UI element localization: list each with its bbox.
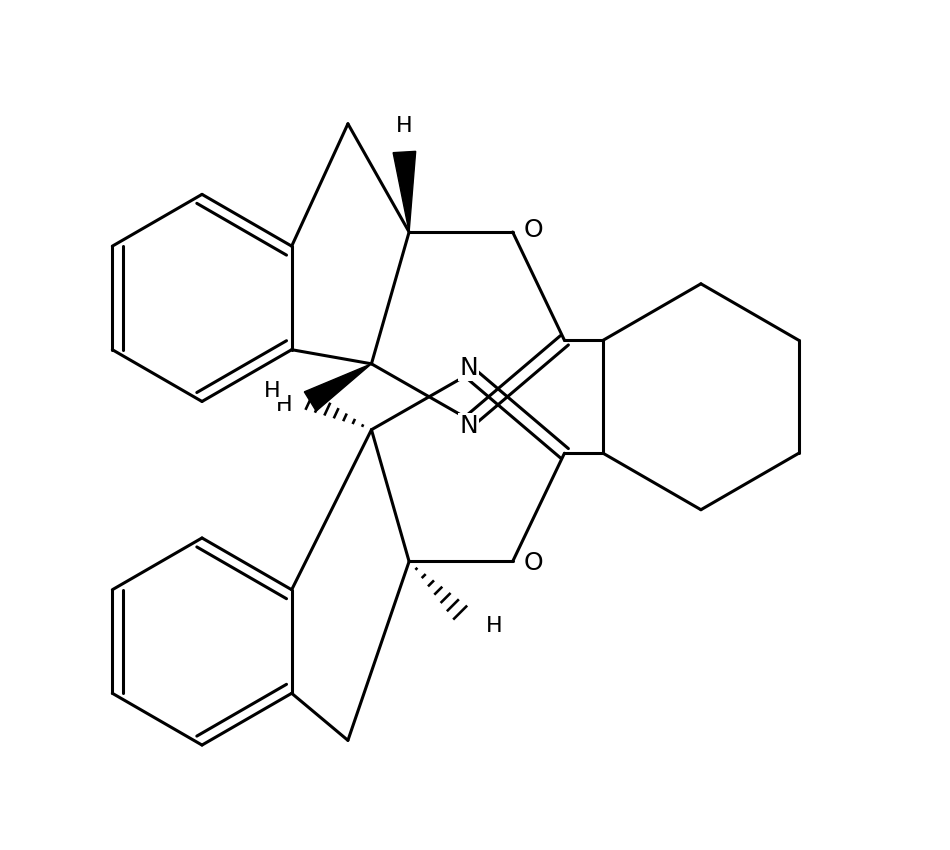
Text: H: H (396, 116, 412, 136)
Text: O: O (523, 552, 543, 575)
Text: H: H (276, 395, 293, 416)
Polygon shape (393, 151, 416, 232)
Text: N: N (459, 414, 478, 438)
Polygon shape (304, 364, 371, 411)
Text: O: O (523, 218, 543, 242)
Text: H: H (264, 381, 281, 401)
Text: H: H (485, 615, 503, 636)
Text: N: N (459, 355, 478, 380)
